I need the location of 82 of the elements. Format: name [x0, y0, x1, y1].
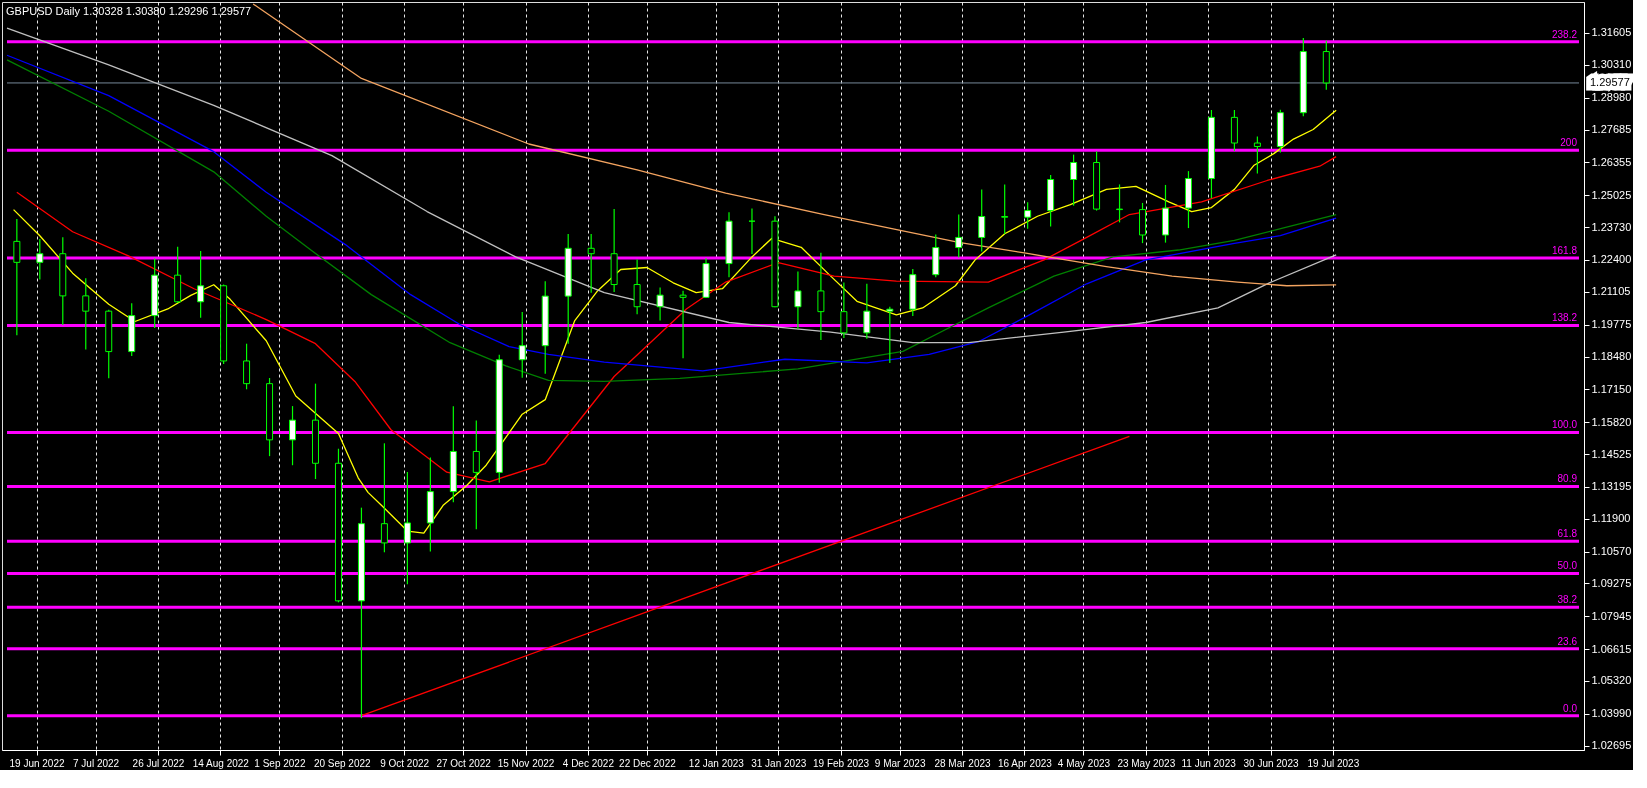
- x-tick-label: 23 May 2023: [1117, 757, 1176, 769]
- annotation: 100.0: [1551, 419, 1578, 431]
- annotation: 61.8: [1557, 528, 1578, 540]
- y-tick-label: 1.05320: [1591, 674, 1632, 687]
- candlestick: [679, 290, 687, 359]
- x-tick-label: 30 Jun 2023: [1243, 757, 1299, 769]
- candlestick: [817, 252, 825, 341]
- y-tick-label: 1.14525: [1591, 447, 1632, 460]
- candlestick: [1070, 154, 1078, 207]
- y-tick-label: 1.25025: [1591, 188, 1632, 201]
- x-tick-label: 15 Nov 2022: [497, 757, 555, 769]
- x-tick-label: 12 Jan 2023: [688, 757, 745, 769]
- annotation: 200: [1560, 137, 1578, 149]
- candlestick: [380, 442, 388, 553]
- x-tick-label: 19 Feb 2023: [813, 757, 870, 769]
- annotation: 50.0: [1557, 560, 1578, 572]
- x-tick-label: 19 Jun 2022: [9, 757, 65, 769]
- x-tick-label: 1 Sep 2022: [254, 757, 306, 769]
- x-tick-label: 28 Mar 2023: [934, 757, 992, 769]
- candlestick: [1001, 183, 1009, 235]
- y-tick-label: 1.28980: [1591, 91, 1632, 104]
- candlestick: [82, 277, 90, 351]
- candlestick: [1116, 183, 1124, 224]
- candlestick: [656, 286, 664, 322]
- y-tick-label: 1.19775: [1591, 318, 1632, 331]
- y-tick-label: 1.23730: [1591, 220, 1632, 233]
- x-tick-label: 26 Jul 2022: [132, 757, 185, 769]
- ref-line-label: 1.29577: [1590, 75, 1630, 88]
- y-tick-label: 1.21105: [1591, 285, 1631, 298]
- x-tick-label: 31 Jan 2023: [751, 757, 807, 769]
- y-tick-label: 1.30310: [1591, 58, 1632, 71]
- x-tick-label: 7 Jul 2022: [73, 757, 120, 769]
- y-tick-label: 1.18480: [1591, 350, 1632, 363]
- annotation: 80.9: [1557, 473, 1578, 485]
- candlestick: [243, 343, 251, 390]
- x-tick-label: 11 Jun 2023: [1181, 757, 1237, 769]
- line-series: [252, 3, 1337, 287]
- candlestick: [794, 270, 802, 330]
- y-tick-label: 1.02695: [1591, 739, 1632, 752]
- candlestick: [197, 250, 205, 319]
- annotation: 161.8: [1551, 244, 1578, 256]
- candlestick: [472, 420, 480, 530]
- y-tick-label: 1.09275: [1591, 576, 1632, 589]
- y-tick-label: 1.17150: [1591, 382, 1632, 395]
- x-tick-label: 16 Apr 2023: [997, 757, 1053, 769]
- x-tick-label: 27 Oct 2022: [436, 757, 492, 769]
- y-tick-label: 1.15820: [1591, 415, 1632, 428]
- candlestick: [587, 233, 595, 294]
- line-series: [16, 155, 1337, 483]
- annotation: 0.0: [1563, 702, 1578, 714]
- annotation: 38.2: [1557, 594, 1578, 606]
- candlestick: [978, 189, 986, 253]
- candlestick: [886, 306, 894, 364]
- y-tick-label: 1.07945: [1591, 609, 1632, 622]
- x-tick-label: 22 Dec 2022: [619, 757, 677, 769]
- y-tick-label: 1.06615: [1591, 642, 1632, 655]
- x-tick-label: 4 Dec 2022: [562, 757, 615, 769]
- x-tick-label: 4 May 2023: [1057, 757, 1111, 769]
- candlestick: [863, 283, 871, 340]
- y-tick-label: 1.11900: [1591, 512, 1631, 525]
- line-series: [6, 27, 1337, 344]
- annotation: 238.2: [1551, 28, 1578, 40]
- x-tick-label: 14 Aug 2022: [192, 757, 250, 769]
- y-tick-label: 1.31605: [1591, 26, 1632, 39]
- annotation: 23.6: [1557, 635, 1578, 647]
- annotation: 138.2: [1551, 312, 1578, 324]
- y-tick-label: 1.10570: [1591, 545, 1632, 558]
- y-tick-label: 1.22400: [1591, 253, 1632, 266]
- candlestick: [633, 258, 641, 315]
- x-tick-label: 9 Oct 2022: [380, 757, 430, 769]
- y-tick-label: 1.13195: [1591, 480, 1632, 493]
- y-tick-label: 1.27685: [1591, 123, 1632, 136]
- candlestick: [1253, 136, 1261, 175]
- x-tick-label: 20 Sep 2022: [313, 757, 372, 769]
- y-tick-label: 1.03990: [1591, 707, 1632, 720]
- y-tick-label: 1.26355: [1591, 155, 1632, 168]
- chart-title: GBPUSD Daily 1.30328 1.30380 1.29296 1.29577: [6, 5, 252, 17]
- candlestick: [13, 218, 21, 336]
- x-tick-label: 19 Jul 2023: [1307, 757, 1360, 769]
- candlestick: [289, 405, 297, 466]
- candlestick: [840, 281, 848, 339]
- x-tick-label: 9 Mar 2023: [874, 757, 926, 769]
